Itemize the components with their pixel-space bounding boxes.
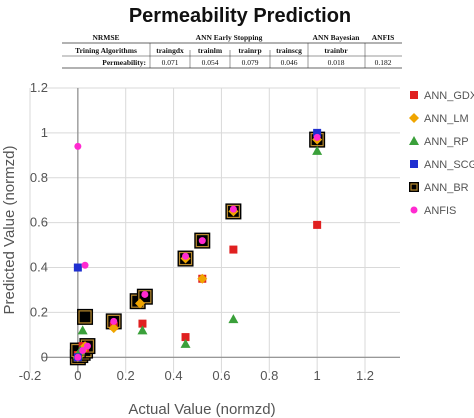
nrmse-table: NRMSE ANN Early Stopping ANN Bayesian AN… (62, 33, 402, 69)
legend: ANN_GDX ANN_LM ANN_RP ANN_SCG ANN_BR ANFIS (409, 90, 474, 217)
legend-entry-ann-rp: ANN_RP (409, 136, 469, 148)
point-ann-lm-3 (108, 323, 119, 334)
y-tick-label-1: 0.2 (30, 304, 48, 319)
table-value-trainbr: 0.018 (328, 58, 345, 67)
table-alg-trainlm: trainlm (198, 46, 223, 55)
table-alg-trainscg: trainscg (276, 46, 302, 55)
x-tick-label-1: 0 (74, 368, 81, 383)
table-value-trainscg: 0.046 (281, 58, 298, 67)
point-anfis-8 (198, 237, 206, 245)
point-ann-scg-0 (73, 263, 82, 272)
table-value-trainrp: 0.079 (242, 58, 259, 67)
y-tick-label-5: 1 (41, 125, 48, 140)
point-ann-lm-6 (197, 273, 208, 284)
point-ann-gdx-3 (229, 245, 238, 254)
plot-axes (42, 88, 400, 373)
legend-label-ann-lm: ANN_LM (424, 113, 469, 125)
table-alg-trainrp: trainrp (238, 46, 261, 55)
point-ann-br-11-frame (195, 233, 209, 248)
x-tick-label-6: 1 (314, 368, 321, 383)
scatter-points (69, 128, 326, 366)
x-tick-labels: -0.2 0 0.2 0.4 0.6 0.8 1 1.2 (19, 368, 374, 383)
legend-label-ann-scg: ANN_SCG (424, 159, 474, 171)
table-anfis-header: ANFIS (372, 33, 395, 42)
point-anfis-1 (81, 261, 89, 269)
legend-marker-ann-rp (409, 136, 419, 145)
point-ann-rp-3 (228, 314, 239, 324)
x-tick-label-0: -0.2 (19, 368, 41, 383)
y-tick-label-3: 0.6 (30, 215, 48, 230)
point-ann-br-9-frame (138, 290, 152, 304)
point-ann-lm-4 (135, 298, 146, 309)
y-tick-labels: 0 0.2 0.4 0.6 0.8 1 1.2 (30, 80, 48, 364)
table-algorithms-label: Trining Algorithms (75, 46, 137, 55)
point-anfis-4 (83, 342, 91, 350)
x-tick-label-3: 0.4 (165, 368, 183, 383)
legend-entry-ann-lm: ANN_LM (409, 113, 469, 125)
point-anfis-6 (141, 290, 149, 298)
legend-marker-ann-scg (410, 160, 418, 168)
x-tick-label-4: 0.6 (212, 368, 230, 383)
table-early-stopping-header: ANN Early Stopping (196, 33, 263, 42)
point-ann-rp-4 (312, 145, 323, 155)
point-anfis-9 (229, 205, 237, 213)
x-axis-label: Actual Value (normzd) (128, 401, 275, 418)
legend-label-ann-br: ANN_BR (424, 182, 469, 194)
legend-marker-ann-lm (409, 113, 419, 123)
legend-marker-ann-br (409, 182, 419, 192)
y-tick-label-2: 0.4 (30, 260, 48, 275)
point-ann-br-10-frame (178, 251, 193, 266)
legend-marker-ann-gdx (410, 91, 418, 99)
point-ann-rp-2 (180, 338, 191, 348)
y-axis-label: Predicted Value (normzd) (1, 146, 18, 315)
point-ann-rp-1 (137, 325, 148, 335)
legend-entry-ann-gdx: ANN_GDX (410, 90, 474, 102)
point-ann-br-6-frame (78, 310, 92, 324)
chart-title: Permeability Prediction (129, 5, 351, 27)
legend-entry-anfis: ANFIS (410, 205, 456, 217)
series-anfis (74, 133, 321, 361)
point-ann-gdx-4 (313, 220, 322, 229)
table-alg-traingdx: traingdx (156, 46, 184, 55)
x-tick-label-5: 0.8 (260, 368, 278, 383)
table-value-traingdx: 0.071 (162, 58, 179, 67)
table-nrmse-header: NRMSE (92, 33, 119, 42)
point-anfis-3 (79, 347, 87, 355)
table-row-label: Permeability: (102, 58, 146, 67)
legend-label-ann-gdx: ANN_GDX (424, 90, 474, 102)
x-tick-label-7: 1.2 (356, 368, 374, 383)
point-ann-br-12-frame (226, 204, 240, 219)
legend-label-ann-rp: ANN_RP (424, 136, 469, 148)
legend-label-anfis: ANFIS (424, 205, 456, 217)
point-ann-gdx-0 (138, 319, 147, 328)
point-ann-gdx-1 (181, 333, 190, 342)
table-value-anfis: 0.182 (375, 58, 392, 67)
x-tick-label-2: 0.2 (117, 368, 135, 383)
point-anfis-10 (313, 133, 321, 141)
point-ann-rp-0 (77, 325, 88, 335)
point-anfis-7 (182, 252, 190, 260)
series-ann-br (69, 131, 326, 366)
y-tick-label-4: 0.8 (30, 170, 48, 185)
legend-marker-anfis (410, 206, 418, 214)
y-tick-label-0: 0 (41, 349, 48, 364)
table-alg-trainbr: trainbr (324, 46, 348, 55)
legend-marker-ann-br-frame (410, 183, 418, 191)
legend-entry-ann-scg: ANN_SCG (410, 159, 474, 171)
point-ann-scg-1 (313, 128, 322, 137)
table-bayesian-header: ANN Bayesian (313, 33, 361, 42)
legend-entry-ann-br: ANN_BR (409, 182, 469, 194)
point-anfis-2 (74, 353, 82, 361)
y-tick-label-6: 1.2 (30, 80, 48, 95)
point-ann-br-6 (77, 308, 94, 325)
point-anfis-0 (74, 142, 82, 150)
plot-gridlines (29, 87, 400, 373)
table-value-trainlm: 0.054 (202, 58, 219, 67)
point-anfis-5 (110, 317, 118, 325)
